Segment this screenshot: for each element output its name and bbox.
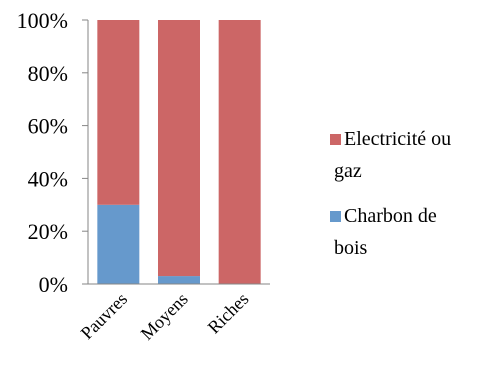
y-axis-ticks: 0% 20% 40% 60% 80% 100% xyxy=(17,8,88,297)
legend-label: bois xyxy=(334,237,368,259)
legend-swatch xyxy=(330,211,341,222)
bar-segment xyxy=(158,276,200,284)
x-tick-label: Pauvres xyxy=(77,289,131,343)
x-tick-label: Moyens xyxy=(137,289,192,344)
y-tick-label: 40% xyxy=(28,166,68,191)
legend-swatch xyxy=(330,134,341,145)
bar-segment xyxy=(97,20,140,205)
y-tick-label: 80% xyxy=(28,61,68,86)
bar-segment xyxy=(158,20,200,277)
bars xyxy=(97,20,261,284)
bar-segment xyxy=(97,204,140,284)
y-tick-label: 100% xyxy=(17,8,68,33)
y-tick-label: 60% xyxy=(28,114,68,139)
x-tick-label: Riches xyxy=(204,289,253,338)
x-axis-labels: Pauvres Moyens Riches xyxy=(77,289,253,344)
y-tick-label: 20% xyxy=(28,219,68,244)
bar-segment xyxy=(218,20,261,284)
legend: Electricité ou gaz Charbon de bois xyxy=(330,128,451,259)
legend-label: gaz xyxy=(334,160,362,182)
y-tick-label: 0% xyxy=(39,272,68,297)
legend-label: Electricité ou xyxy=(344,128,451,150)
legend-label: Charbon de xyxy=(344,205,437,227)
